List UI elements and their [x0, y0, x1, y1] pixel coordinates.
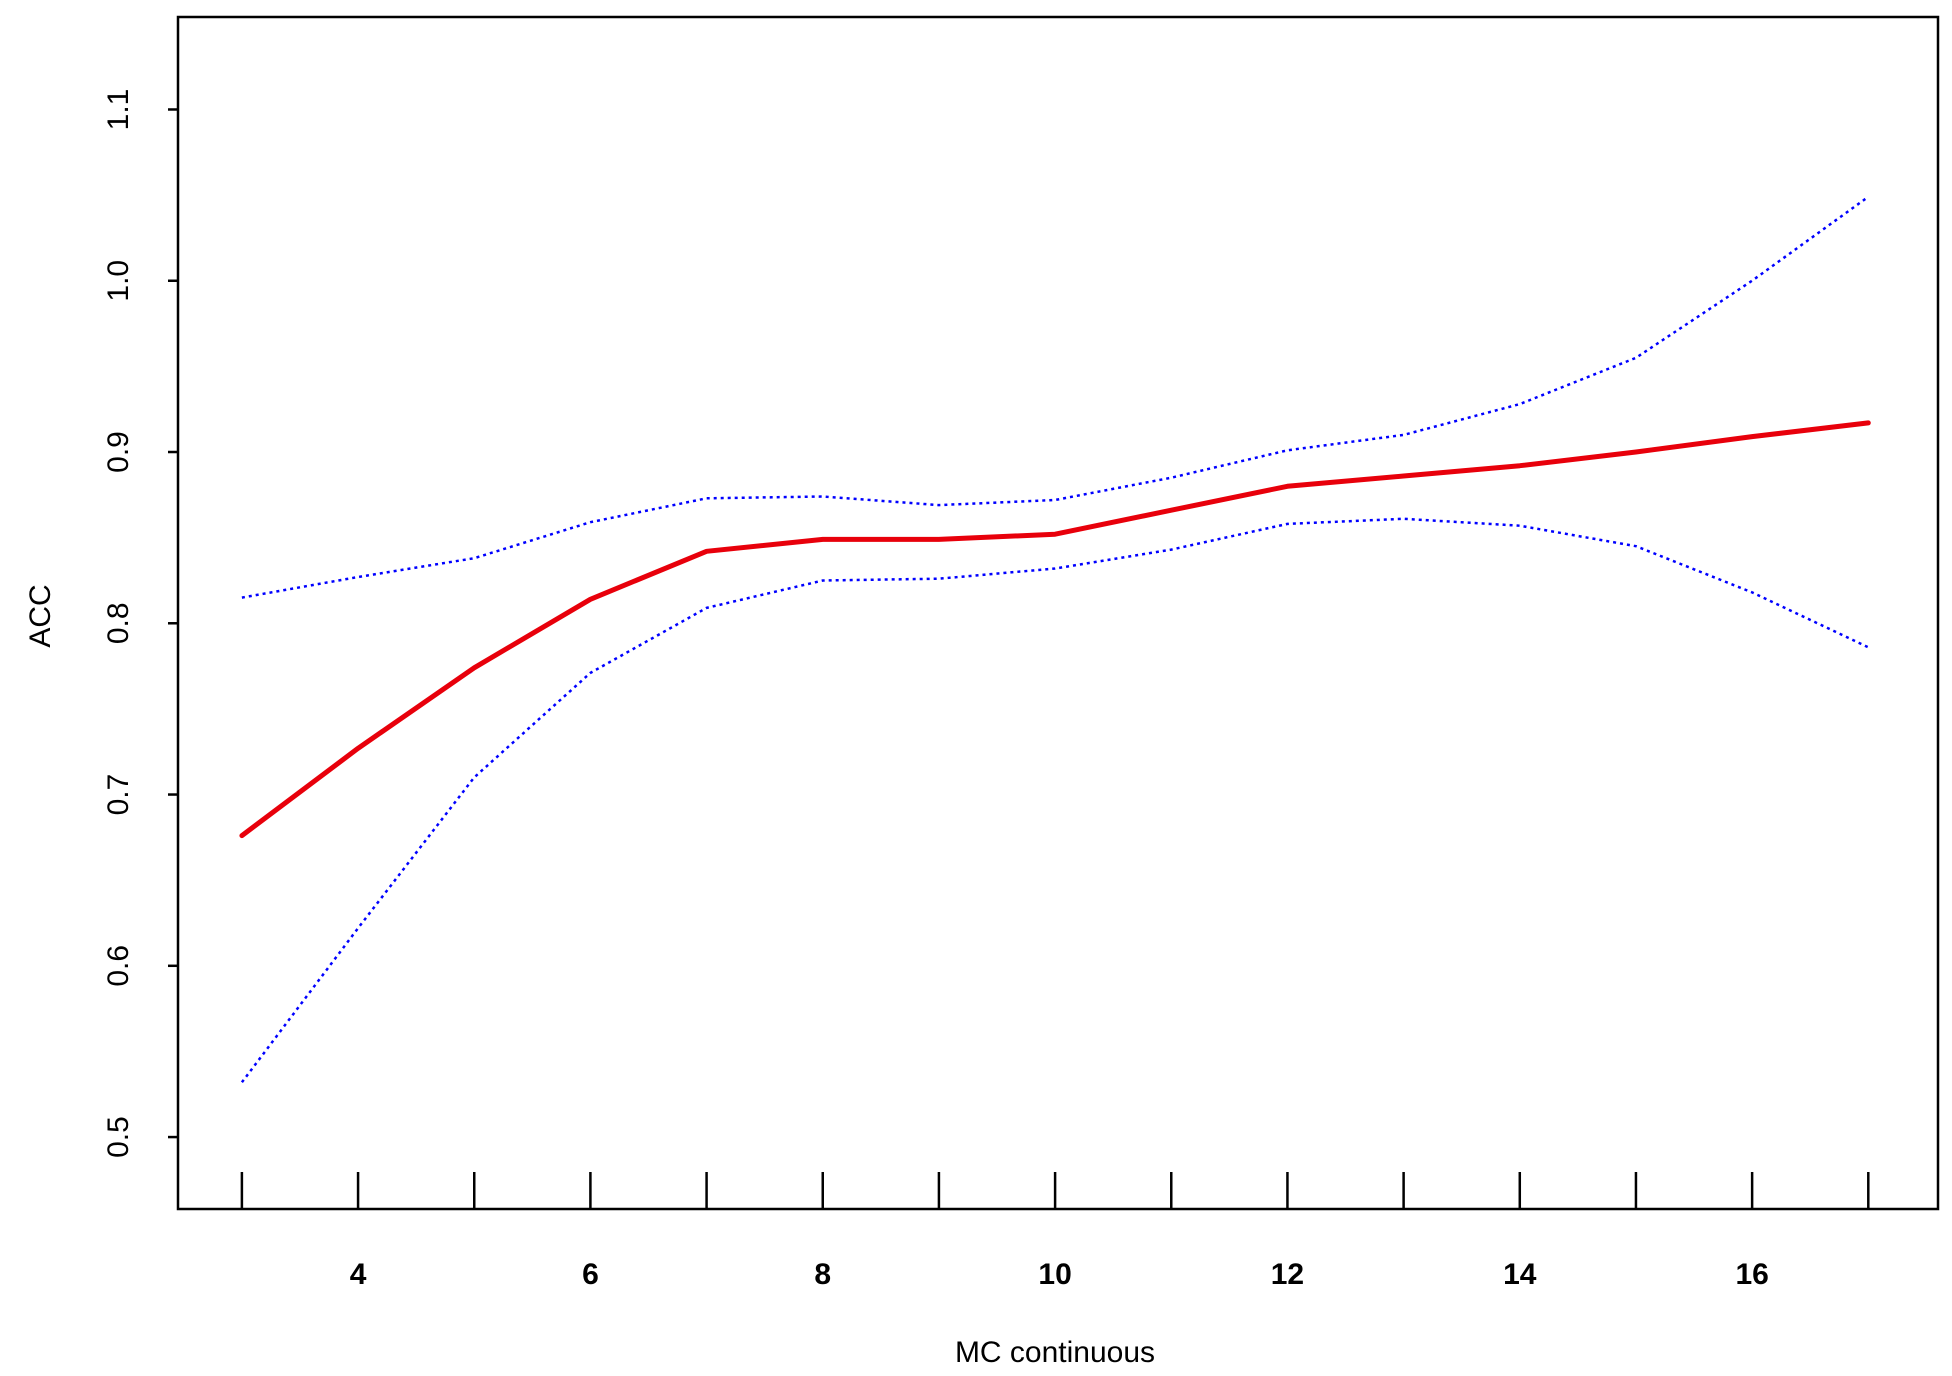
x-tick-label: 12 — [1271, 1258, 1304, 1291]
y-tick-label: 0.7 — [102, 774, 135, 816]
x-tick-label: 8 — [814, 1258, 831, 1291]
y-axis-title: ACC — [24, 584, 57, 647]
plot-frame — [176, 15, 1940, 1211]
series-line-estimate — [239, 420, 1871, 839]
x-tick-label: 14 — [1503, 1258, 1537, 1291]
y-tick-label: 0.6 — [102, 945, 135, 987]
y-tick-label: 0.9 — [102, 431, 135, 473]
series-line-upper — [241, 195, 1870, 599]
y-tick-label: 0.8 — [102, 602, 135, 644]
series-group — [239, 195, 1871, 1084]
series-line-lower — [240, 517, 1869, 1084]
y-tick-label: 0.5 — [102, 1116, 135, 1158]
x-tick-label: 16 — [1735, 1258, 1768, 1291]
x-axis: 4 6 8 10 12 14 16 — [240, 1172, 1870, 1291]
y-tick-label: 1.1 — [102, 89, 135, 131]
y-axis: 0.5 0.6 0.7 0.8 0.9 1.0 1.1 — [102, 89, 178, 1158]
x-tick-label: 6 — [582, 1258, 599, 1291]
y-tick-label: 1.0 — [102, 260, 135, 302]
x-tick-label: 10 — [1038, 1258, 1071, 1291]
x-axis-title: MC continuous — [955, 1336, 1155, 1369]
x-tick-label: 4 — [350, 1258, 367, 1291]
